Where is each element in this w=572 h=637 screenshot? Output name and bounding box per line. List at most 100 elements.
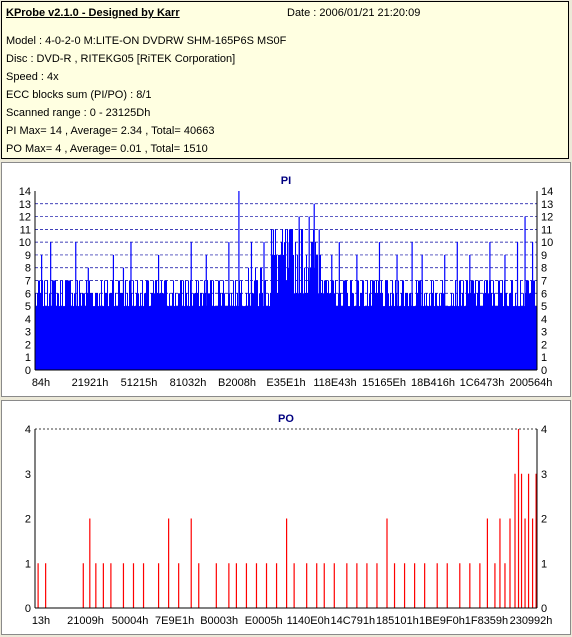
peak-bar (396, 254, 398, 370)
peak-bar (504, 254, 506, 370)
bar (463, 280, 464, 370)
bar (372, 280, 373, 370)
bar (387, 280, 388, 370)
bar (507, 306, 508, 370)
y-tick-left: 1 (25, 352, 31, 364)
bar (48, 306, 49, 370)
info-po-stats: PO Max= 4 , Average= 0.01 , Total= 1510 (6, 143, 208, 155)
bar (256, 280, 257, 370)
bar (499, 280, 500, 370)
spike-bar (403, 563, 406, 608)
spike-bar (486, 518, 488, 608)
bar (110, 293, 111, 370)
bar (189, 306, 190, 370)
bar (81, 306, 82, 370)
bar (368, 306, 369, 370)
x-tick-label: 230992h (510, 615, 553, 627)
bar (293, 254, 294, 370)
bar (56, 306, 57, 370)
peak-bar (378, 242, 381, 370)
bar (375, 293, 376, 370)
spike-bar (346, 563, 348, 608)
bar (185, 280, 186, 370)
bar (534, 280, 535, 370)
bar (167, 306, 168, 370)
spike-bar (190, 518, 192, 608)
bar (222, 293, 223, 370)
bar (277, 293, 278, 370)
y-tick-left: 1 (25, 558, 31, 570)
bar (509, 293, 510, 370)
bar (59, 306, 60, 370)
bar (470, 293, 471, 370)
bar (395, 280, 396, 370)
peak-bar (469, 254, 471, 370)
bar (275, 229, 276, 370)
spike-bar (469, 563, 471, 608)
peak-bar (313, 203, 315, 370)
bar (315, 242, 316, 370)
bar (329, 293, 330, 370)
bar (192, 306, 193, 370)
bar (373, 280, 374, 370)
y-tick-right: 13 (541, 199, 553, 211)
bar (450, 306, 451, 370)
spike-bar (316, 563, 318, 608)
y-tick-left: 14 (19, 186, 31, 198)
bar (357, 280, 358, 370)
peak-bar (130, 242, 132, 370)
bar (253, 293, 254, 370)
bar (147, 280, 148, 370)
bar (112, 280, 113, 370)
bar (213, 280, 214, 370)
bar (138, 293, 139, 370)
bar (160, 293, 161, 370)
y-tick-right: 0 (541, 365, 547, 377)
bar (217, 306, 218, 370)
bar (43, 306, 44, 370)
y-tick-left: 3 (25, 327, 31, 339)
bar (487, 280, 488, 370)
peak-bar (112, 254, 115, 370)
bar (67, 280, 68, 370)
bar (447, 306, 448, 370)
spike-bar (132, 563, 135, 608)
bar (398, 280, 399, 370)
bar (94, 306, 95, 370)
info-speed: Speed : 4x (6, 71, 59, 83)
bar (265, 280, 266, 370)
bar (311, 242, 312, 370)
bar (529, 293, 530, 370)
bar (85, 306, 86, 370)
bar (282, 229, 283, 370)
bar (481, 306, 482, 370)
bar (49, 293, 50, 370)
bar (209, 293, 210, 370)
bar (153, 280, 154, 370)
spike-bar (366, 563, 368, 608)
peak-bar (157, 254, 160, 370)
bar (402, 280, 403, 370)
bar (274, 254, 275, 370)
bar (349, 306, 350, 370)
bar (68, 280, 69, 370)
bar (369, 293, 370, 370)
bar (188, 280, 189, 370)
bar (438, 306, 439, 370)
bar (36, 306, 37, 370)
bar (122, 293, 123, 370)
bar (400, 306, 401, 370)
peak-bar (263, 242, 265, 370)
bar (291, 229, 292, 370)
bar (143, 306, 144, 370)
bar (442, 280, 443, 370)
bar (535, 306, 536, 370)
bar (519, 306, 520, 370)
bar (173, 280, 174, 370)
bar (348, 306, 349, 370)
bar (109, 293, 110, 370)
peak-bar (421, 254, 423, 370)
bar (242, 306, 243, 370)
bar (322, 280, 323, 370)
bar (115, 293, 116, 370)
